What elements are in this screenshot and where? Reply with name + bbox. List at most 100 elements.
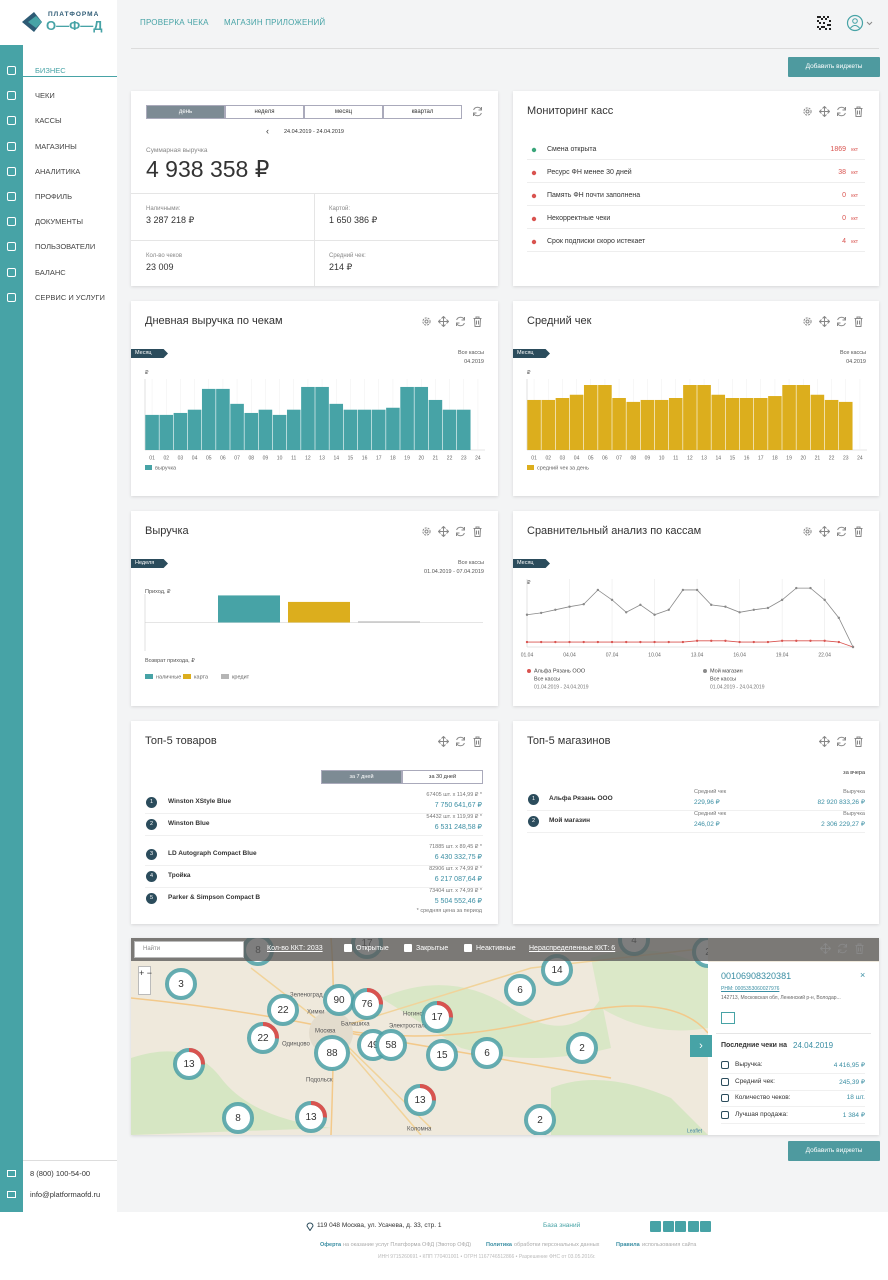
chart-plot: 01 02 03 04 05 06 07 08 09 10 11 12 13 14 15 16 17 18 19 20… [526,379,867,471]
refresh-icon[interactable] [455,316,466,327]
menu-item[interactable]: ПРОФИЛЬ [35,192,72,201]
filter-label[interactable]: Открытые [356,945,389,952]
panel-divider [716,1033,871,1034]
zoom-control[interactable]: + − [138,966,152,995]
trash-icon[interactable] [472,736,483,747]
move-icon[interactable] [438,736,449,747]
qr-icon[interactable] [817,16,831,30]
menu-item[interactable]: ДОКУМЕНТЫ [35,217,84,226]
refresh-icon[interactable] [836,106,847,117]
move-icon[interactable] [819,316,830,327]
top-nav-link[interactable]: МАГАЗИН ПРИЛОЖЕНИЙ [224,18,326,27]
panel-last-date: 24.04.2019 [793,1041,834,1050]
user-icon[interactable] [846,14,876,32]
social-icon[interactable] [675,1221,686,1232]
footer-kb[interactable]: База знаний [543,1222,581,1229]
refresh-icon[interactable] [836,736,847,747]
kkt-count[interactable]: Кол-во ККТ: 2033 [267,945,323,952]
map-search[interactable]: Найти [134,941,244,958]
move-icon[interactable] [819,106,830,117]
contact-email[interactable]: info@platformaofd.ru [30,1190,101,1199]
menu-item[interactable]: СЕРВИС И УСЛУГИ [35,293,105,302]
period-tab[interactable]: квартал [383,105,462,119]
footer-link[interactable]: Политика [486,1242,512,1248]
refresh-icon[interactable] [455,526,466,537]
filter-checkbox[interactable] [404,944,412,952]
social-icon[interactable] [700,1221,711,1232]
period-tab[interactable]: месяц [304,105,383,119]
goods-name: Winston Blue [168,820,210,827]
add-widgets-button[interactable]: Добавить виджеты [788,57,880,77]
move-icon[interactable] [438,316,449,327]
trash-icon[interactable] [472,316,483,327]
refresh-icon[interactable] [836,526,847,537]
goods-qty: 54432 шт. х 119,99 ₽ * [426,814,482,820]
refresh-icon[interactable] [837,943,848,954]
goods-divider [145,813,483,814]
metric-value: 3 287 218 ₽ [146,215,195,225]
map-area [551,1080,708,1135]
add-widgets-button[interactable]: Добавить виджеты [788,1141,880,1161]
social-icon[interactable] [687,1221,699,1232]
filter-checkbox[interactable] [344,944,352,952]
footer-link[interactable]: Правила [616,1242,640,1248]
cluster-count: 3 [178,979,184,990]
social-icon[interactable] [662,1221,674,1232]
trash-shape [854,316,863,327]
menu-item[interactable]: КАССЫ [35,116,62,125]
status-dot-shape [531,147,537,153]
gear-icon[interactable] [802,526,813,537]
trash-icon[interactable] [853,526,864,537]
period-tab[interactable]: неделя [225,105,304,119]
footer-link[interactable]: Оферта [320,1242,342,1248]
legend-swatch [145,674,153,679]
series-point [667,608,670,611]
refresh-icon[interactable] [455,736,466,747]
refresh-icon[interactable] [472,106,483,117]
goods-tab[interactable]: за 7 дней [321,770,402,784]
map-area [591,950,708,1031]
panel-lock[interactable] [721,1012,735,1024]
trash-icon[interactable] [854,943,865,954]
panel-row-divider [721,1089,865,1091]
filter-label[interactable]: Закрытые [416,945,449,952]
filter-checkbox[interactable] [464,944,472,952]
menu-item[interactable]: ПОЛЬЗОВАТЕЛИ [35,242,96,251]
trash-icon[interactable] [472,526,483,537]
bar [456,409,471,450]
move-icon[interactable] [819,736,830,747]
trash-icon[interactable] [853,316,864,327]
goods-tab[interactable]: за 30 дней [402,770,483,784]
date-prev[interactable]: ‹ [266,126,269,136]
gear-icon[interactable] [421,316,432,327]
menu-item[interactable]: МАГАЗИНЫ [35,142,77,151]
gear-icon[interactable] [802,316,813,327]
menu-item[interactable]: БИЗНЕС [35,66,66,75]
chart-date: 04.2019 [846,359,866,365]
refresh-icon[interactable] [836,316,847,327]
menu-item[interactable]: АНАЛИТИКА [35,167,81,176]
store-name: Мой магазин [549,817,591,824]
move-icon[interactable] [819,526,830,537]
x-tick-label: 04 [574,455,580,461]
period-tab[interactable]: день [146,105,225,119]
filter-label[interactable]: Неактивные [476,945,516,952]
gear-icon[interactable] [421,526,432,537]
bar [315,386,329,450]
move-icon[interactable] [820,943,831,954]
x-tick-label: 21 [815,455,821,461]
panel-close[interactable]: × [860,970,866,980]
store-revenue-label: Выручка [843,811,865,817]
move-icon[interactable] [438,526,449,537]
trash-icon[interactable] [853,106,864,117]
social-icon[interactable] [650,1221,661,1232]
menu-item[interactable]: ЧЕКИ [35,91,55,100]
x-tick-label: 13 [319,455,325,461]
panel-toggle[interactable]: › [690,1035,712,1057]
gear-icon[interactable] [802,106,813,117]
unassigned-kkt[interactable]: Нераспределенные ККТ: 6 [529,945,616,952]
trash-icon[interactable] [853,736,864,747]
menu-item[interactable]: БАЛАНС [35,268,66,277]
refresh-shape [837,736,846,747]
top-nav-link[interactable]: ПРОВЕРКА ЧЕКА [140,18,209,27]
